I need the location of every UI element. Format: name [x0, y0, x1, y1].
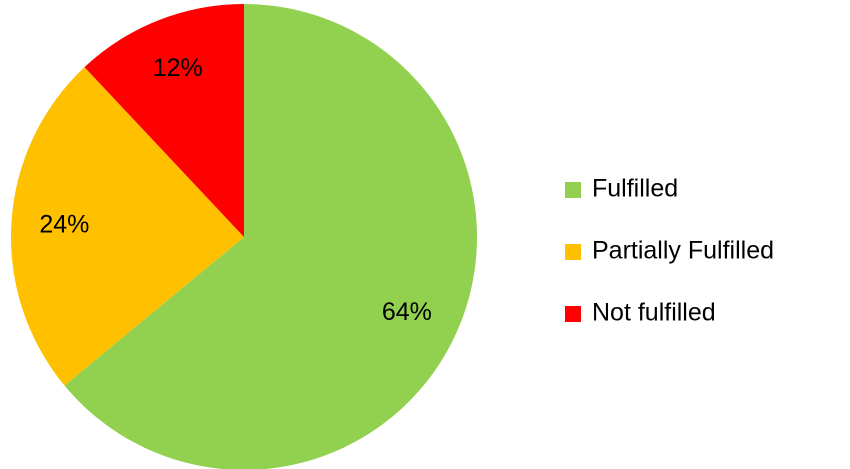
data-label: 64% [382, 298, 432, 326]
legend-label: Partially Fulfilled [592, 237, 774, 265]
legend-label: Not fulfilled [592, 299, 716, 327]
pie-slice [11, 67, 245, 386]
legend-label: Fulfilled [592, 175, 678, 203]
legend-swatch [565, 244, 581, 260]
pie-slice [64, 4, 477, 469]
data-label: 24% [39, 210, 89, 238]
legend-swatch [565, 182, 581, 198]
legend-swatch [565, 306, 581, 322]
data-label: 12% [153, 54, 203, 82]
pie-slice [84, 4, 245, 237]
